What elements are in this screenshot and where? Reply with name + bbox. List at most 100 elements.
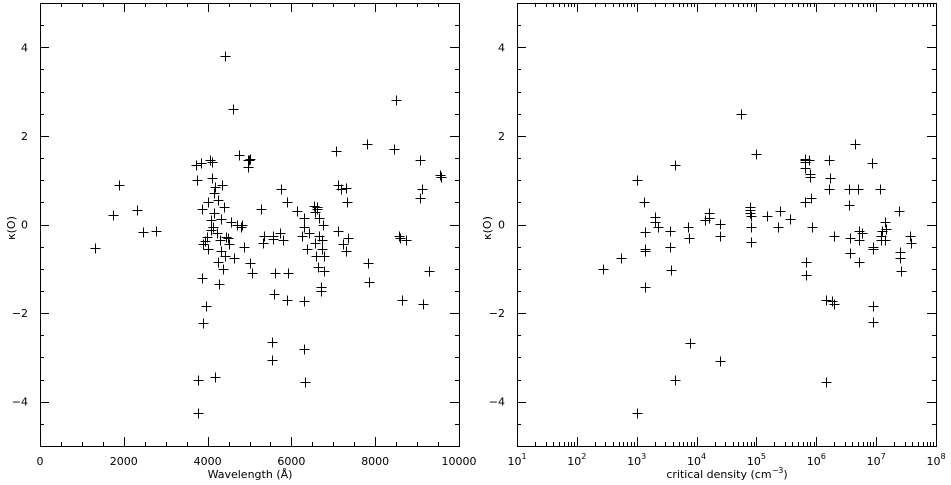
data-point bbox=[746, 211, 757, 222]
x-tick-label: 103 bbox=[627, 452, 646, 468]
data-point bbox=[197, 204, 208, 215]
data-point bbox=[844, 200, 855, 211]
data-point bbox=[314, 213, 325, 224]
data-point bbox=[905, 231, 916, 242]
data-point bbox=[206, 215, 217, 226]
data-point bbox=[896, 266, 907, 277]
data-point bbox=[300, 377, 311, 388]
data-point bbox=[196, 158, 207, 169]
data-point bbox=[208, 222, 219, 233]
data-point bbox=[684, 233, 695, 244]
data-point bbox=[895, 253, 906, 264]
data-point bbox=[283, 268, 294, 279]
data-point bbox=[715, 356, 726, 367]
data-point bbox=[363, 258, 374, 269]
data-point bbox=[894, 206, 905, 217]
data-point bbox=[216, 214, 227, 225]
right-plot-frame bbox=[517, 3, 937, 447]
data-point bbox=[244, 155, 255, 166]
data-point bbox=[319, 251, 330, 262]
x-tick-label: 6000 bbox=[277, 455, 305, 468]
data-point bbox=[193, 375, 204, 386]
data-point bbox=[364, 277, 375, 288]
data-point bbox=[653, 222, 664, 233]
data-point bbox=[213, 257, 224, 268]
data-point bbox=[341, 246, 352, 257]
data-point bbox=[302, 244, 313, 255]
data-point bbox=[857, 228, 868, 239]
data-point bbox=[773, 222, 784, 233]
data-point bbox=[220, 51, 231, 62]
x-tick-label: 10000 bbox=[442, 455, 477, 468]
data-point bbox=[270, 268, 281, 279]
data-point bbox=[299, 344, 310, 355]
data-point bbox=[331, 146, 342, 157]
data-point bbox=[313, 262, 324, 273]
data-point bbox=[338, 239, 349, 250]
data-point bbox=[632, 175, 643, 186]
data-point bbox=[278, 235, 289, 246]
data-point bbox=[700, 215, 711, 226]
data-point bbox=[801, 270, 812, 281]
data-point bbox=[436, 172, 447, 183]
left-y-axis-label: κ(O) bbox=[5, 216, 18, 240]
data-point bbox=[853, 184, 864, 195]
data-point bbox=[297, 231, 308, 242]
data-point bbox=[228, 104, 239, 115]
x-tick-label: 8000 bbox=[361, 455, 389, 468]
data-point bbox=[304, 228, 315, 239]
data-point bbox=[218, 264, 229, 275]
x-tick-label: 102 bbox=[567, 452, 586, 468]
data-point bbox=[269, 289, 280, 300]
data-point bbox=[666, 265, 677, 276]
x-tick-label: 2000 bbox=[110, 455, 138, 468]
data-point bbox=[243, 162, 254, 173]
data-point bbox=[267, 355, 278, 366]
data-point bbox=[845, 248, 856, 259]
data-point bbox=[800, 197, 811, 208]
data-point bbox=[845, 233, 856, 244]
data-point bbox=[317, 235, 328, 246]
data-point bbox=[108, 210, 119, 221]
data-point bbox=[685, 338, 696, 349]
data-point bbox=[138, 227, 149, 238]
data-point bbox=[192, 175, 203, 186]
data-point bbox=[226, 217, 237, 228]
data-point bbox=[191, 160, 202, 171]
data-point bbox=[210, 182, 221, 193]
data-point bbox=[259, 231, 270, 242]
data-point bbox=[292, 206, 303, 217]
data-point bbox=[868, 301, 879, 312]
left-x-axis-label: Wavelength (Å) bbox=[208, 468, 293, 481]
data-point bbox=[640, 244, 651, 255]
data-point bbox=[221, 232, 232, 243]
data-point bbox=[800, 163, 811, 174]
data-point bbox=[299, 222, 310, 233]
y-tick-label: 4 bbox=[498, 41, 505, 54]
data-point bbox=[751, 149, 762, 160]
data-point bbox=[132, 205, 143, 216]
data-point bbox=[639, 197, 650, 208]
data-point bbox=[275, 228, 286, 239]
data-point bbox=[210, 372, 221, 383]
right-x-axis-label: critical density (cm−3) bbox=[666, 466, 787, 481]
data-point bbox=[312, 204, 323, 215]
data-point bbox=[197, 273, 208, 284]
data-point bbox=[198, 318, 209, 329]
data-point bbox=[640, 227, 651, 238]
data-point bbox=[223, 233, 234, 244]
data-point bbox=[316, 286, 327, 297]
data-point bbox=[415, 193, 426, 204]
data-point bbox=[203, 244, 214, 255]
data-point bbox=[236, 222, 247, 233]
data-point bbox=[258, 238, 269, 249]
data-point bbox=[282, 295, 293, 306]
data-point bbox=[829, 231, 840, 242]
data-point bbox=[333, 226, 344, 237]
data-point bbox=[736, 109, 747, 120]
data-point bbox=[114, 180, 125, 191]
data-point bbox=[343, 233, 354, 244]
data-point bbox=[247, 268, 258, 279]
y-tick-label: −2 bbox=[489, 307, 505, 320]
